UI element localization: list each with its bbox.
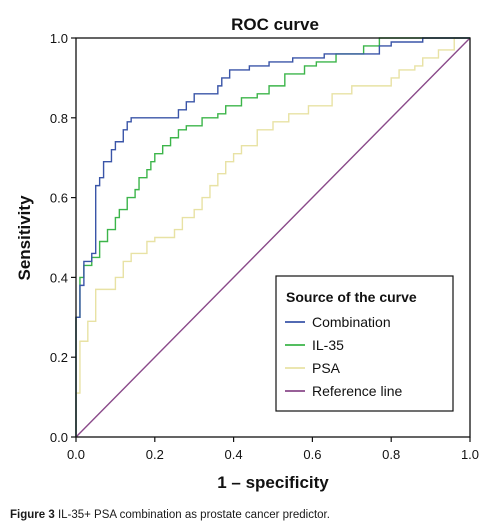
roc-chart: ROC curve 0.0 0.2 0.4 0.6 0.8 1.0 0.0 0.2 0.4 0.6… (15, 15, 479, 492)
y-tick-label: 0.6 (50, 191, 68, 206)
x-tick-label: 1.0 (461, 447, 479, 462)
legend-label: IL-35 (312, 337, 344, 353)
x-tick-label: 0.6 (303, 447, 321, 462)
y-tick-label: 0.4 (50, 270, 68, 285)
plot-area (75, 37, 471, 438)
caption-text: IL-35+ PSA combination as prostate cance… (57, 509, 330, 521)
chart-title: ROC curve (231, 15, 319, 34)
x-tick-label: 0.0 (67, 447, 85, 462)
legend-label: PSA (312, 360, 341, 376)
series-line-reference-line (75, 37, 471, 438)
series-line-combination (75, 37, 470, 437)
y-tick-label: 1.0 (50, 31, 68, 46)
plot-frame (75, 37, 471, 438)
y-tick-label: 0.8 (50, 111, 68, 126)
caption-label: Figure 3 (10, 509, 55, 521)
legend: Source of the curve Combination IL-35 PSA R… (275, 275, 454, 412)
y-tick-label: 0.2 (50, 350, 68, 365)
legend-label: Reference line (312, 383, 402, 399)
legend-title: Source of the curve (286, 289, 417, 305)
series-line-psa (75, 37, 470, 437)
figure-caption: Figure 3 IL-35+ PSA combination as prost… (10, 509, 330, 521)
axes: 0.0 0.2 0.4 0.6 0.8 1.0 0.0 0.2 0.4 0.6 0.8 1.0 (50, 31, 479, 462)
series-line-il-35 (75, 37, 470, 437)
legend-label: Combination (312, 314, 391, 330)
x-axis-label: 1 – specificity (217, 473, 329, 492)
x-tick-label: 0.4 (225, 447, 243, 462)
x-tick-label: 0.8 (382, 447, 400, 462)
legend-box (275, 275, 454, 412)
x-tick-label: 0.2 (146, 447, 164, 462)
y-tick-label: 0.0 (50, 430, 68, 445)
y-axis-label: Sensitivity (15, 195, 34, 281)
